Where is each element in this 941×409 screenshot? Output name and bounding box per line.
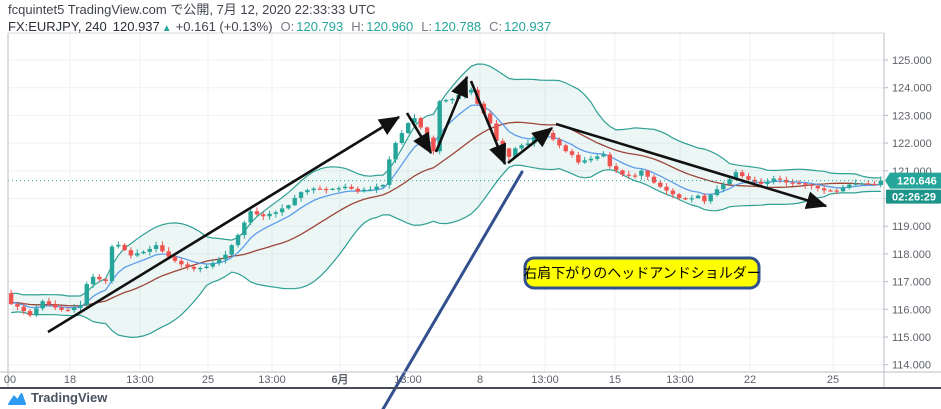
price-axis-label: 122.000	[892, 138, 932, 150]
time-axis-label: 13:00	[531, 374, 559, 386]
time-axis-label: 25	[827, 374, 839, 386]
price-axis-label: 123.000	[892, 110, 932, 122]
grid-lines	[8, 33, 884, 372]
bb-upper-line	[11, 63, 881, 297]
trend-arrow[interactable]	[434, 75, 469, 153]
price-axis-label: 119.000	[892, 221, 931, 233]
price-axis-label: 117.000	[892, 277, 931, 289]
tradingview-branding[interactable]: TradingView	[8, 390, 107, 405]
ohlc-open: O: 120.793	[280, 19, 344, 34]
price-scale[interactable]: 125.000124.000123.000122.000121.000120.0…	[884, 55, 932, 372]
pane-borders	[0, 32, 941, 389]
trend-arrow[interactable]	[47, 115, 401, 334]
ohlc-high: H: 120.960	[351, 19, 414, 34]
callout-annotation[interactable]: 右肩下がりのヘッドアンドショルダー	[260, 170, 761, 409]
change-value: +0.161 (+0.13%)	[175, 19, 273, 34]
bar-countdown-label	[886, 189, 941, 204]
tradingview-wordmark: TradingView	[31, 390, 108, 405]
time-axis-label: 18	[64, 374, 76, 386]
price-axis-label: 125.000	[892, 55, 932, 67]
callout-box	[523, 256, 761, 290]
trend-arrow[interactable]	[469, 80, 507, 166]
last-price-label: 120.646 02:26:29	[885, 172, 941, 204]
svg-text:120.646: 120.646	[897, 176, 937, 188]
ohlc-low: L: 120.788	[421, 19, 482, 34]
bb-lower-line	[11, 164, 881, 339]
callout-tail	[381, 170, 524, 409]
callout-text: 右肩下がりのヘッドアンドショルダー	[523, 265, 760, 281]
time-axis-label: 25	[202, 374, 214, 386]
time-axis-label: 6月	[331, 373, 348, 386]
time-axis-label: 13:00	[394, 374, 422, 386]
trend-arrow[interactable]	[555, 122, 828, 210]
time-axis-label: 22	[744, 374, 756, 386]
time-axis-label: 13:00	[126, 374, 154, 386]
time-axis-label: 13:00	[258, 374, 286, 386]
candles-layer	[8, 86, 884, 318]
trend-arrows[interactable]	[47, 75, 828, 334]
symbol-row: FX:EURJPY, 240 120.937 ▲ +0.161 (+0.13%)…	[8, 19, 551, 37]
svg-text:02:26:29: 02:26:29	[892, 192, 936, 204]
time-scale[interactable]: 00 18 13:00 25 13:00 6月 13:00 8 13:00 15 13:00 22 25	[4, 373, 839, 386]
price-axis-label: 124.000	[892, 83, 932, 95]
price-axis-label: 118.000	[892, 249, 931, 261]
tradingview-logo-icon	[8, 392, 26, 405]
time-axis-label: 00	[4, 374, 16, 386]
price-axis-label: 114.000	[892, 360, 931, 372]
ohlc-close: C: 120.937	[489, 19, 552, 34]
change-up-icon: ▲	[161, 23, 172, 34]
price-axis-label: 116.000	[892, 304, 931, 316]
time-axis-label: 8	[477, 374, 483, 386]
publish-line: fcquintet5 TradingView.com で公開, 7月 12, 2…	[8, 2, 376, 17]
symbol-name[interactable]: FX:EURJPY, 240	[8, 19, 107, 34]
time-axis-label: 13:00	[666, 374, 694, 386]
trend-arrow[interactable]	[507, 126, 554, 165]
time-axis-label: 15	[609, 374, 621, 386]
chart-legend[interactable]: fcquintet5 TradingView.com で公開, 7月 12, 2…	[8, 2, 551, 37]
last-price-value: 120.937	[112, 19, 160, 34]
trend-arrow[interactable]	[405, 112, 433, 155]
price-axis-label: 115.000	[892, 332, 931, 344]
bollinger-band	[11, 63, 881, 339]
